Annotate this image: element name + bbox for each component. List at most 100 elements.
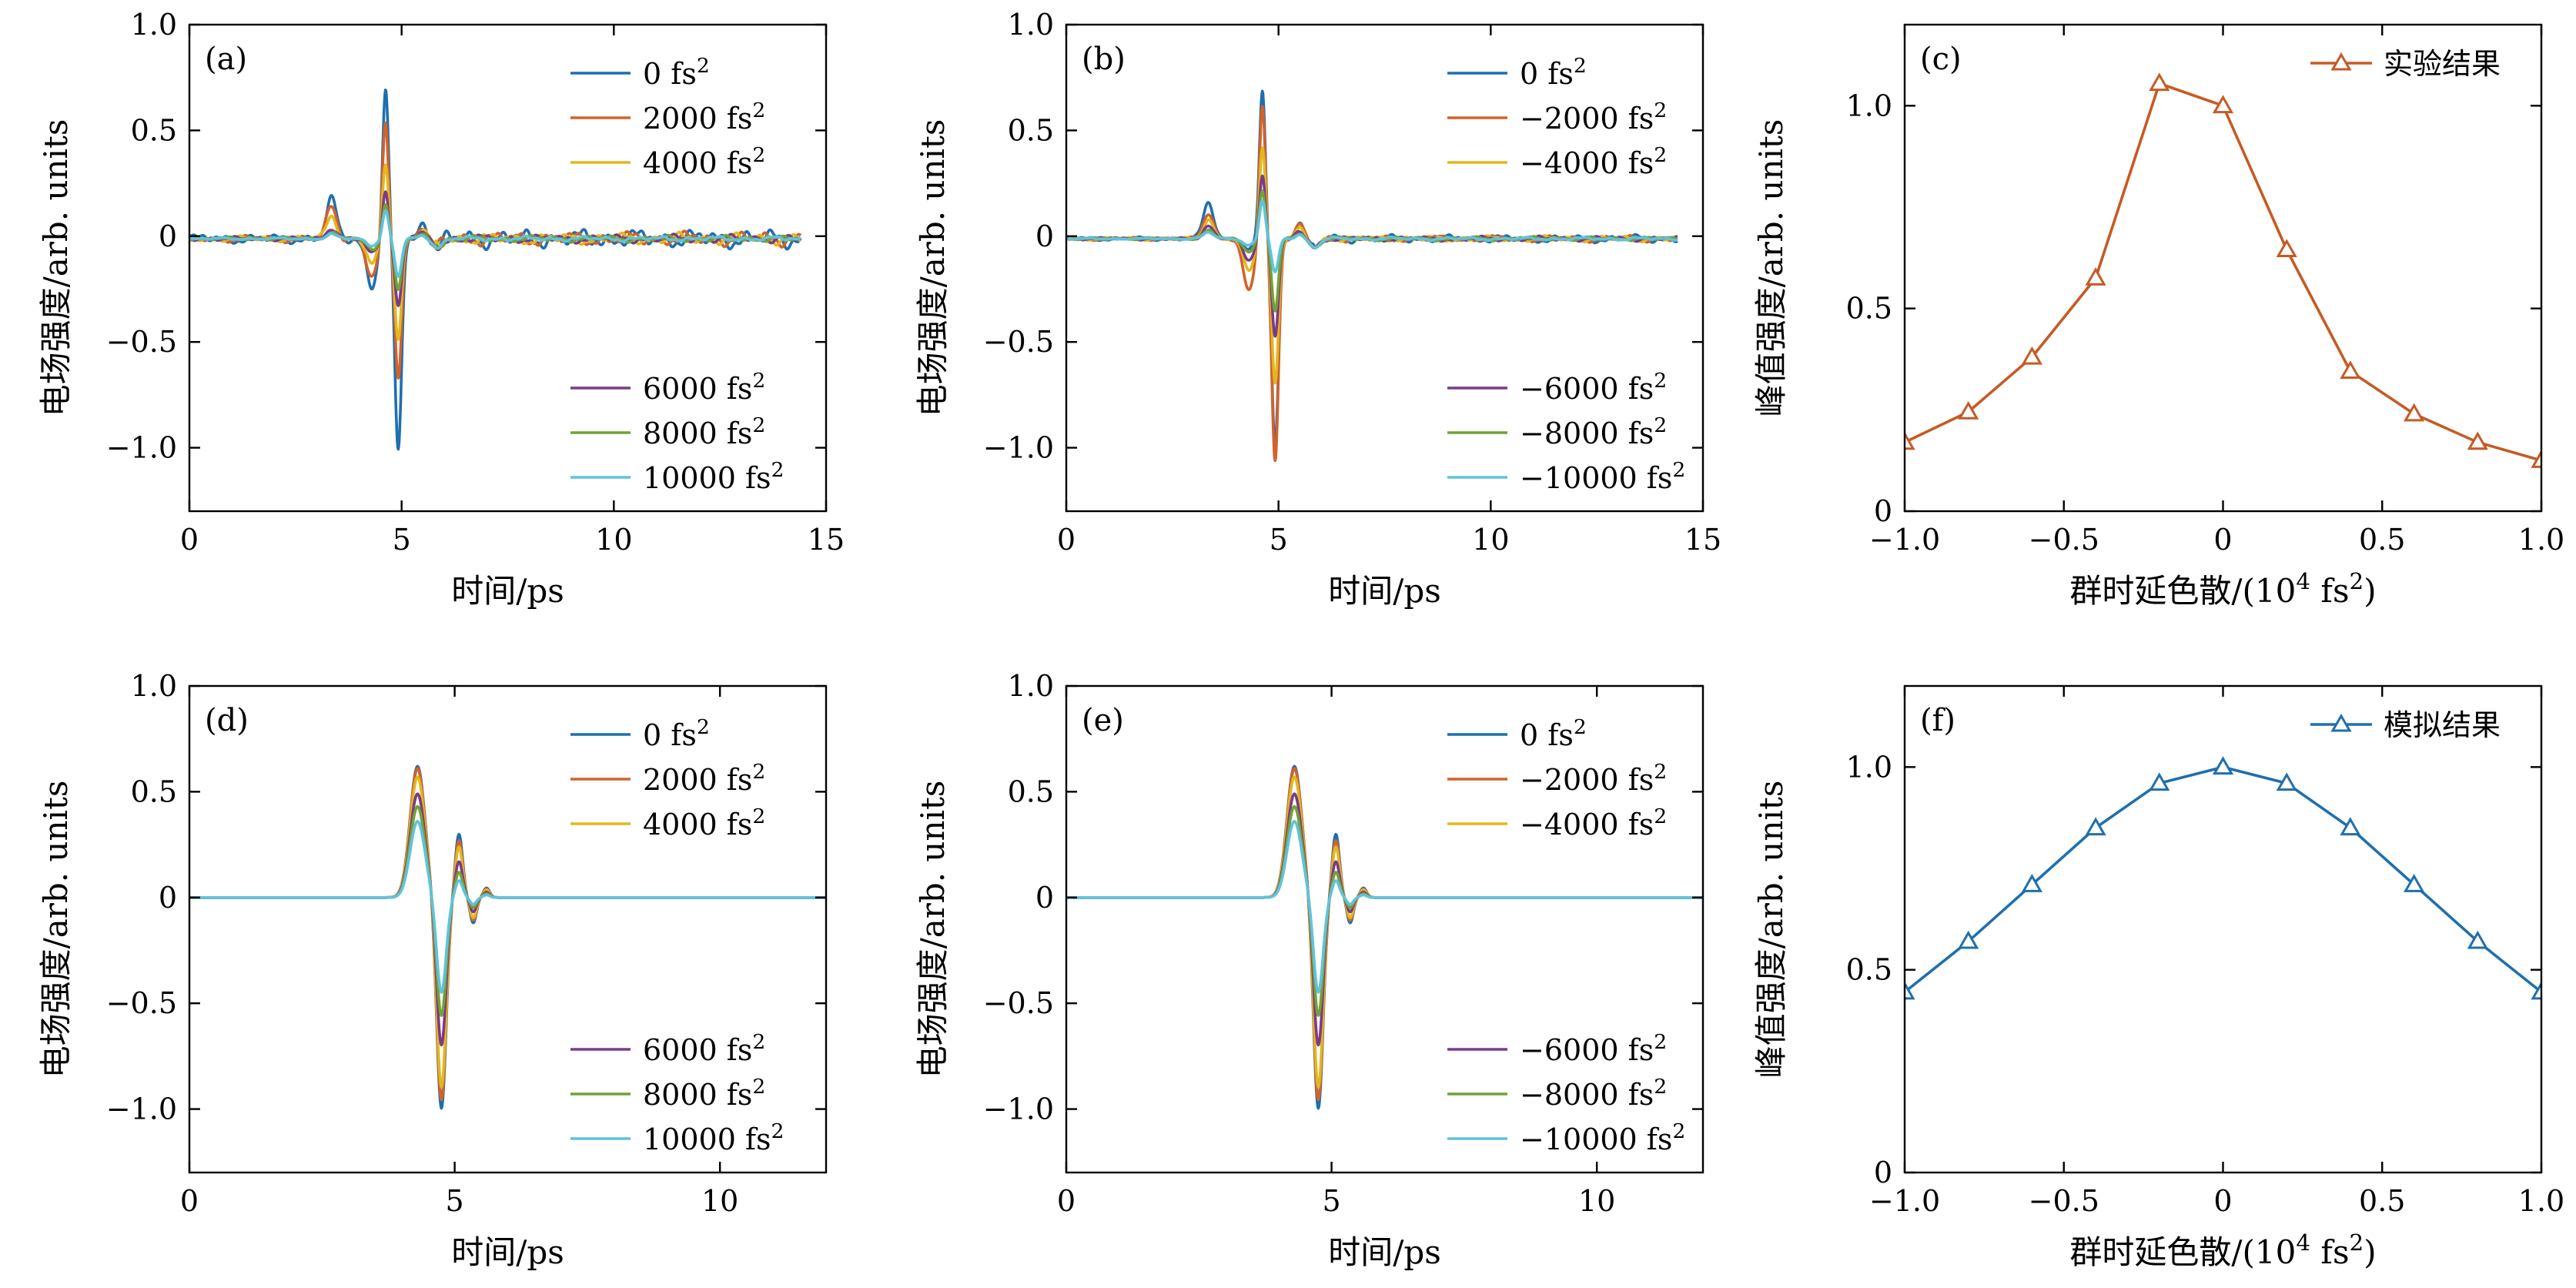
- y-tick-label: −0.5: [106, 325, 177, 359]
- legend-label-text: −2000 fs: [1520, 763, 1654, 797]
- x-axis-label-part: 4: [2296, 568, 2310, 594]
- panel-label: (f): [1920, 703, 1955, 738]
- x-axis-label-part: 4: [2296, 1229, 2310, 1256]
- legend-label: −8000 fs2: [1520, 413, 1667, 451]
- series-group: [1066, 764, 1703, 1110]
- legend-label: 8000 fs2: [643, 413, 765, 451]
- x-tick-label: 0: [180, 1184, 199, 1218]
- legend-label-text: −4000 fs: [1520, 146, 1654, 180]
- x-axis-label-part: ): [2364, 572, 2376, 610]
- legend-label-sup: 2: [1654, 99, 1667, 122]
- x-axis-label-part: fs: [2310, 1233, 2349, 1271]
- data-point-marker: [2340, 360, 2361, 380]
- x-axis-label: 时间/ps: [451, 1233, 564, 1271]
- x-tick-label: 5: [1322, 1184, 1340, 1218]
- legend-label: −10000 fs2: [1520, 458, 1685, 496]
- legend-label-sup: 2: [1654, 1030, 1667, 1054]
- x-axis-label: 群时延色散/(104 fs2): [2069, 1229, 2376, 1271]
- legend-label-text: 4000 fs: [643, 808, 752, 841]
- y-tick-label: 0: [159, 881, 177, 915]
- x-tick-label: 0: [2213, 1184, 2232, 1218]
- data-point-marker: [2212, 756, 2234, 775]
- legend-label-text: −8000 fs: [1520, 1078, 1654, 1112]
- legend-label: −6000 fs2: [1520, 369, 1667, 406]
- data-point-marker: [2276, 772, 2297, 791]
- plot-frame: [1065, 684, 1705, 1174]
- legend-label-text: 6000 fs: [643, 1033, 752, 1067]
- data-point-marker: [2467, 431, 2488, 450]
- legend-label-sup: 2: [771, 1119, 785, 1143]
- data-point-marker: [2085, 817, 2106, 836]
- legend-label-sup: 2: [752, 143, 765, 167]
- x-tick-label: 10: [1472, 523, 1509, 557]
- x-tick-label: 0: [2213, 523, 2232, 557]
- legend-label: 实验结果: [2384, 47, 2501, 81]
- y-tick-label: 1.0: [131, 8, 177, 42]
- legend-label-sup: 2: [752, 760, 765, 784]
- legend-label-sup: 2: [1654, 369, 1667, 393]
- y-tick-label: 1.0: [1846, 89, 1892, 122]
- data-point-marker: [2212, 95, 2234, 114]
- y-tick-label: −1.0: [983, 431, 1054, 465]
- data-point-marker: [2531, 981, 2541, 1000]
- x-axis-label: 时间/ps: [1328, 572, 1441, 610]
- y-axis-label: 电场强度/arb. units: [914, 119, 952, 417]
- panel-label: (b): [1082, 42, 1126, 77]
- legend-label-sup: 2: [1672, 1119, 1685, 1143]
- legend-label-text: −6000 fs: [1520, 1033, 1654, 1067]
- x-tick-label: 0: [1057, 523, 1076, 557]
- data-point-marker: [1958, 930, 1979, 949]
- data-point-marker: [1905, 431, 1915, 450]
- legend-label-text: −10000 fs: [1520, 1122, 1672, 1156]
- y-axis-label: 电场强度/arb. units: [37, 781, 75, 1079]
- y-tick-label: −0.5: [983, 325, 1054, 359]
- legend-label: 0 fs2: [1520, 715, 1587, 753]
- legend-label-text: −4000 fs: [1520, 808, 1654, 841]
- y-tick-label: 0.5: [1008, 774, 1054, 808]
- legend-label-sup: 2: [1672, 458, 1685, 482]
- y-tick-label: 0: [159, 219, 177, 253]
- legend-label: 8000 fs2: [643, 1075, 765, 1112]
- series-group: [1066, 89, 1679, 463]
- x-tick-label: 1.0: [2518, 1184, 2564, 1218]
- y-tick-label: 0: [1874, 494, 1892, 528]
- data-point-marker: [2276, 239, 2297, 258]
- y-axis-label: 电场强度/arb. units: [37, 119, 75, 417]
- legend-label: 10000 fs2: [643, 1119, 784, 1157]
- legend-label-text: 6000 fs: [643, 372, 752, 406]
- legend-label-text: 4000 fs: [643, 146, 752, 180]
- plot-frame: [1065, 23, 1705, 513]
- y-axis-label: 峰值强度/arb. units: [1752, 781, 1790, 1079]
- data-point-marker: [2404, 874, 2425, 892]
- legend-label: −6000 fs2: [1520, 1030, 1667, 1068]
- legend-label-text: 10000 fs: [643, 461, 771, 495]
- y-tick-label: 0: [1874, 1156, 1892, 1189]
- x-tick-label: −1.0: [1869, 523, 1940, 557]
- data-point-marker: [2021, 346, 2042, 365]
- data-point-marker: [2085, 267, 2106, 286]
- x-tick-label: 0: [180, 523, 199, 557]
- legend-label-text: 0 fs: [1520, 57, 1574, 91]
- legend-label-text: 2000 fs: [643, 102, 752, 135]
- y-tick-label: 0.5: [1846, 953, 1892, 987]
- data-point-marker: [2021, 874, 2042, 892]
- y-tick-label: −1.0: [106, 1092, 177, 1126]
- legend-label-sup: 2: [752, 369, 765, 393]
- series-line-6: [1066, 820, 1703, 994]
- legend-label-sup: 2: [1654, 1075, 1667, 1099]
- x-axis-label: 时间/ps: [451, 572, 564, 610]
- data-point-marker: [2404, 403, 2425, 422]
- y-tick-label: −0.5: [983, 986, 1054, 1020]
- legend-label: 2000 fs2: [643, 99, 765, 136]
- y-tick-label: 0: [1035, 881, 1054, 915]
- y-tick-label: 0.5: [131, 113, 177, 147]
- x-axis-label-part: 2: [2350, 1229, 2364, 1256]
- y-axis-label: 峰值强度/arb. units: [1752, 119, 1790, 417]
- legend-label-sup: 2: [1654, 805, 1667, 828]
- x-tick-label: −1.0: [1869, 1184, 1940, 1218]
- legend-label-sup: 2: [752, 99, 765, 122]
- legend-label: −2000 fs2: [1520, 760, 1667, 798]
- legend-label: 6000 fs2: [643, 1030, 765, 1068]
- plot-frame: [188, 684, 828, 1174]
